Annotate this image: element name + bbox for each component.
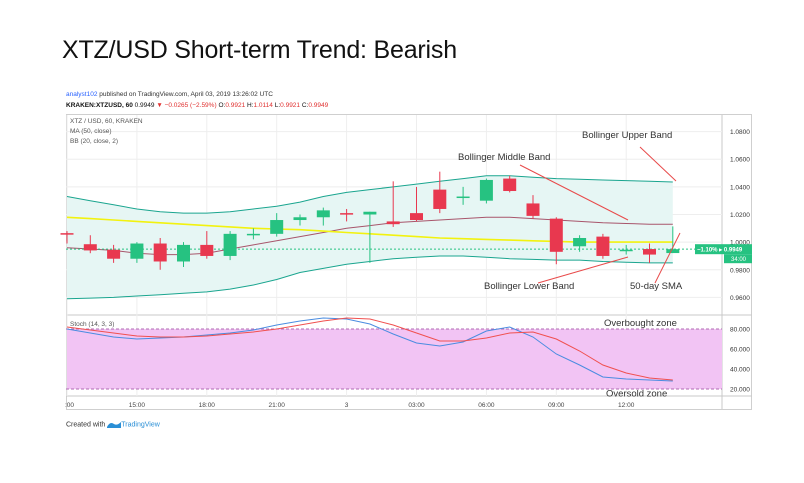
candle-body[interactable] <box>433 189 447 209</box>
quote-line: KRAKEN:XTZUSD, 60 0.9949 ▼ −0.0265 (−2.5… <box>66 102 328 109</box>
candle-body[interactable] <box>573 237 587 247</box>
candle-body[interactable] <box>177 244 190 262</box>
annotation-pointer <box>639 146 677 182</box>
down-arrow-icon: ▼ <box>156 102 163 109</box>
annotation-pointer <box>654 232 681 284</box>
candle-body[interactable] <box>386 221 400 225</box>
price-tick-label: 1.0600 <box>730 157 750 164</box>
publish-text: published on TradingView.com, April 03, … <box>97 91 273 98</box>
price-tag <box>695 244 752 255</box>
annotation-label: Bollinger Middle Band <box>458 152 550 163</box>
stoch-legend: Stoch (14, 3, 3) <box>70 321 114 328</box>
last-price: 0.9949 <box>134 102 155 109</box>
price-legend-item: BB (20, close, 2) <box>70 138 118 145</box>
footer: Created with TradingView <box>66 421 160 428</box>
slide-title: XTZ/USD Short-term Trend: Bearish <box>62 36 457 64</box>
price-legend-item: XTZ / USD, 60, KRAKEN <box>70 118 143 125</box>
price-tick-label: 1.0400 <box>730 184 750 191</box>
time-tick-label: 03:00 <box>408 402 425 409</box>
stoch-k-line <box>66 317 673 382</box>
candle-body[interactable] <box>549 218 563 252</box>
created-with-label: Created with <box>66 421 106 429</box>
candle-body[interactable] <box>107 249 121 259</box>
time-tick-label: 15:00 <box>129 402 146 409</box>
low-value: 0.9921 <box>280 102 301 109</box>
candle-body[interactable] <box>479 179 493 201</box>
candle-body[interactable] <box>456 196 470 199</box>
candle-body[interactable] <box>246 233 260 236</box>
candle-body[interactable] <box>596 236 610 256</box>
annotation-label: Oversold zone <box>606 389 667 400</box>
author-link[interactable]: analyst102 <box>66 91 98 98</box>
annotation-pointer <box>537 256 629 284</box>
time-tick-label: :00 <box>65 402 74 409</box>
candle-body[interactable] <box>60 233 74 235</box>
stoch-tick-label: 40.000 <box>730 367 750 374</box>
candle-body[interactable] <box>130 243 144 259</box>
tradingview-brand-link[interactable]: TradingView <box>121 421 160 429</box>
time-tick-label: 06:00 <box>478 402 495 409</box>
price-tick-label: 0.9600 <box>730 295 750 302</box>
close-value: 0.9949 <box>308 102 329 109</box>
candle-body[interactable] <box>316 210 330 218</box>
candle-body[interactable] <box>200 244 214 256</box>
candle-body[interactable] <box>270 220 284 234</box>
stoch-band-fill <box>67 329 722 389</box>
price-legend-item: MA (50, close) <box>70 128 112 135</box>
candle-body[interactable] <box>643 249 656 255</box>
candle-body[interactable] <box>83 244 97 251</box>
countdown-label: 34:00 <box>731 257 747 263</box>
price-change: −0.0265 (−2.59%) <box>164 102 217 109</box>
annotation-label: 50-day SMA <box>630 281 683 292</box>
price-tick-label: 1.0000 <box>730 240 750 247</box>
bollinger-upper-line <box>66 175 673 214</box>
annotation-label: Bollinger Upper Band <box>582 130 672 141</box>
high-label: H: <box>247 102 254 109</box>
time-tick-label: 3 <box>345 402 349 409</box>
time-tick-label: 18:00 <box>199 402 216 409</box>
symbol-label: KRAKEN:XTZUSD, 60 <box>66 102 133 109</box>
candle-body[interactable] <box>223 233 237 256</box>
candle-body[interactable] <box>619 249 633 252</box>
price-tick-label: 0.9800 <box>730 267 750 274</box>
time-tick-label: 12:00 <box>618 402 635 409</box>
time-tick-label: 21:00 <box>269 402 286 409</box>
open-label: O: <box>218 102 226 109</box>
high-value: 1.0114 <box>253 102 273 109</box>
close-label: C: <box>301 102 309 109</box>
candle-body[interactable] <box>666 249 680 254</box>
price-tick-label: 1.0800 <box>730 129 750 136</box>
stoch-d-line <box>66 317 673 381</box>
annotation-label: Bollinger Lower Band <box>484 281 574 292</box>
stoch-tick-label: 20.000 <box>730 387 750 394</box>
candle-body[interactable] <box>526 203 540 216</box>
open-value: 0.9921 <box>225 102 246 109</box>
candle-body[interactable] <box>363 211 377 215</box>
candle-body[interactable] <box>340 213 354 215</box>
candle-body[interactable] <box>293 217 307 221</box>
countdown-tag <box>724 254 752 264</box>
low-label: L: <box>274 102 281 109</box>
price-tick-label: 1.0200 <box>730 212 750 219</box>
annotation-label: Overbought zone <box>604 318 677 329</box>
publish-line: analyst102 published on TradingView.com,… <box>66 91 273 98</box>
stoch-tick-label: 60.000 <box>730 347 750 354</box>
candle-body[interactable] <box>153 243 167 262</box>
candle-body[interactable] <box>503 178 517 192</box>
time-tick-label: 09:00 <box>548 402 565 409</box>
tradingview-logo-icon <box>107 422 122 428</box>
annotation-pointer <box>519 164 629 221</box>
stoch-tick-label: 80.000 <box>730 327 750 334</box>
price-tag-label: −1.10% ▸ 0.9949 <box>697 248 743 254</box>
candle-body[interactable] <box>410 213 423 221</box>
